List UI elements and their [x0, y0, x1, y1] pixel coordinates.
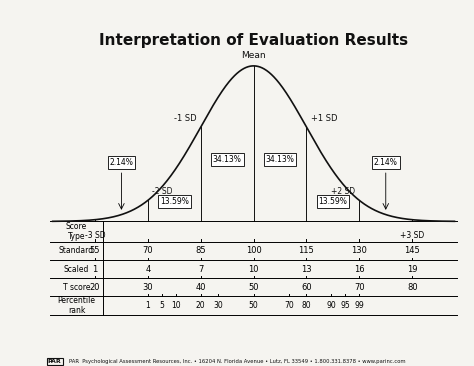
- Text: 80: 80: [407, 283, 418, 292]
- Text: 13.59%: 13.59%: [160, 197, 189, 206]
- Text: 70: 70: [284, 301, 294, 310]
- Text: 70: 70: [354, 283, 365, 292]
- Text: 60: 60: [301, 283, 312, 292]
- Text: 19: 19: [407, 265, 418, 273]
- Text: T score: T score: [63, 283, 90, 292]
- Text: -1 SD: -1 SD: [174, 113, 197, 123]
- Text: 50: 50: [249, 301, 258, 310]
- Text: 30: 30: [143, 283, 153, 292]
- Text: +1 SD: +1 SD: [310, 113, 337, 123]
- Text: Percentile
rank: Percentile rank: [57, 296, 95, 315]
- Text: -3 SD: -3 SD: [85, 231, 105, 240]
- Text: 55: 55: [90, 246, 100, 255]
- Text: -2 SD: -2 SD: [152, 187, 173, 196]
- Text: +3 SD: +3 SD: [400, 231, 424, 240]
- Text: 90: 90: [327, 301, 336, 310]
- Text: 20: 20: [90, 283, 100, 292]
- Text: 1: 1: [146, 301, 150, 310]
- Text: 145: 145: [404, 246, 420, 255]
- Text: Mean: Mean: [241, 51, 266, 60]
- Text: 50: 50: [248, 283, 259, 292]
- Text: 34.13%: 34.13%: [213, 155, 242, 164]
- Text: Score
Type: Score Type: [66, 222, 87, 241]
- Text: 100: 100: [246, 246, 262, 255]
- Text: 13.59%: 13.59%: [319, 197, 347, 206]
- Text: 130: 130: [351, 246, 367, 255]
- Text: 115: 115: [299, 246, 314, 255]
- Text: 10: 10: [171, 301, 181, 310]
- Text: 5: 5: [160, 301, 164, 310]
- Text: 13: 13: [301, 265, 312, 273]
- Text: 10: 10: [248, 265, 259, 273]
- Text: 95: 95: [340, 301, 350, 310]
- Text: 16: 16: [354, 265, 365, 273]
- Text: 30: 30: [213, 301, 223, 310]
- Text: 99: 99: [355, 301, 364, 310]
- Text: 40: 40: [195, 283, 206, 292]
- Text: Interpretation of Evaluation Results: Interpretation of Evaluation Results: [99, 33, 408, 48]
- Text: 20: 20: [196, 301, 206, 310]
- Text: 2.14%: 2.14%: [109, 158, 133, 167]
- Text: Scaled: Scaled: [64, 265, 89, 273]
- Text: Standard: Standard: [59, 246, 94, 255]
- Text: +2 SD: +2 SD: [331, 187, 355, 196]
- Text: 70: 70: [143, 246, 153, 255]
- Text: PAR: PAR: [47, 359, 62, 364]
- Text: 7: 7: [198, 265, 203, 273]
- Text: 85: 85: [195, 246, 206, 255]
- Text: PAR  Psychological Assessment Resources, Inc. • 16204 N. Florida Avenue • Lutz, : PAR Psychological Assessment Resources, …: [69, 359, 405, 364]
- Text: 2.14%: 2.14%: [374, 158, 398, 167]
- Text: 4: 4: [145, 265, 150, 273]
- Text: 34.13%: 34.13%: [265, 155, 294, 164]
- Text: 1: 1: [92, 265, 98, 273]
- Text: 80: 80: [301, 301, 311, 310]
